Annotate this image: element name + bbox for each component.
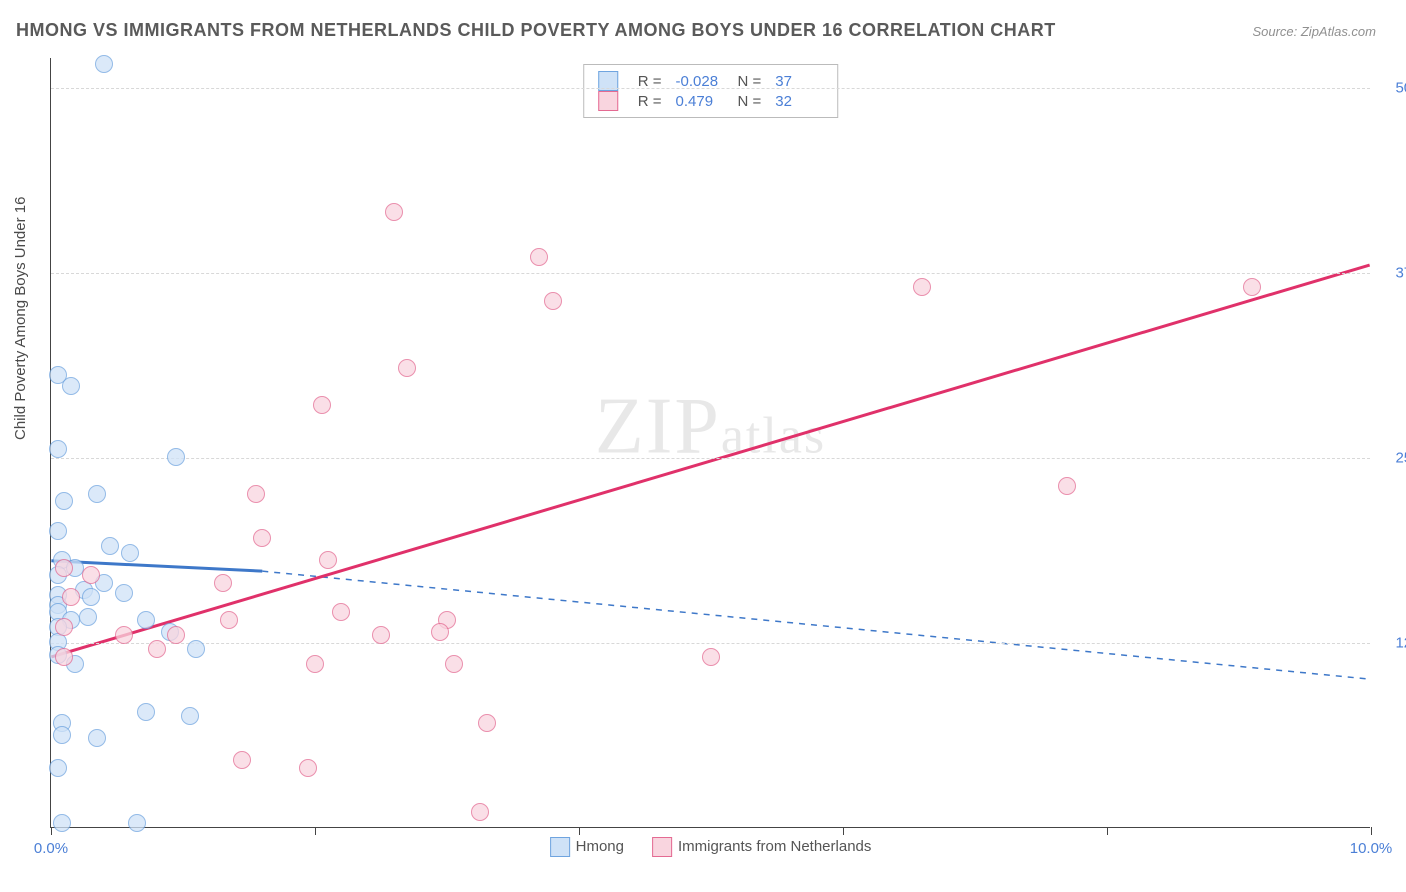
scatter-point (137, 611, 155, 629)
y-axis-label: Child Poverty Among Boys Under 16 (12, 197, 29, 440)
scatter-point (1058, 477, 1076, 495)
scatter-point (398, 359, 416, 377)
scatter-point (220, 611, 238, 629)
n-label: N = (738, 93, 762, 110)
legend-label-netherlands: Immigrants from Netherlands (678, 838, 871, 855)
watermark: ZIPatlas (595, 382, 826, 473)
scatter-point (372, 626, 390, 644)
scatter-point (478, 714, 496, 732)
ytick-label: 25.0% (1378, 449, 1406, 466)
plot-area: ZIPatlas R = -0.028 N = 37 R = 0.479 N =… (50, 58, 1370, 828)
scatter-point (53, 814, 71, 832)
scatter-point (313, 396, 331, 414)
scatter-point (49, 440, 67, 458)
ytick-label: 37.5% (1378, 264, 1406, 281)
scatter-point (702, 648, 720, 666)
scatter-point (471, 803, 489, 821)
xtick (843, 827, 844, 835)
scatter-point (544, 292, 562, 310)
trend-line (262, 571, 1369, 679)
xtick-label: 0.0% (34, 840, 68, 857)
scatter-point (247, 485, 265, 503)
scatter-point (137, 703, 155, 721)
scatter-point (79, 608, 97, 626)
scatter-point (53, 726, 71, 744)
scatter-point (101, 537, 119, 555)
source-credit: Source: ZipAtlas.com (1252, 24, 1376, 39)
scatter-point (55, 492, 73, 510)
legend-item-hmong: Hmong (550, 837, 624, 857)
legend-label-hmong: Hmong (576, 838, 624, 855)
scatter-point (385, 203, 403, 221)
scatter-point (167, 448, 185, 466)
scatter-point (299, 759, 317, 777)
scatter-point (115, 626, 133, 644)
scatter-point (115, 584, 133, 602)
gridline-h (51, 273, 1370, 274)
source-name: ZipAtlas.com (1301, 24, 1376, 39)
legend-item-netherlands: Immigrants from Netherlands (652, 837, 871, 857)
xtick (315, 827, 316, 835)
xtick (579, 827, 580, 835)
scatter-point (1243, 278, 1261, 296)
correlation-box: R = -0.028 N = 37 R = 0.479 N = 32 (583, 64, 839, 118)
scatter-point (82, 566, 100, 584)
scatter-point (233, 751, 251, 769)
gridline-h (51, 88, 1370, 89)
watermark-atlas: atlas (721, 408, 826, 465)
scatter-point (49, 522, 67, 540)
scatter-point (55, 648, 73, 666)
scatter-point (253, 529, 271, 547)
ytick-label: 12.5% (1378, 634, 1406, 651)
n-value-netherlands: 32 (775, 93, 823, 110)
trend-lines (51, 58, 1370, 827)
scatter-point (95, 55, 113, 73)
scatter-point (121, 544, 139, 562)
xtick (51, 827, 52, 835)
scatter-point (148, 640, 166, 658)
scatter-point (332, 603, 350, 621)
legend-swatch-netherlands (652, 837, 672, 857)
r-value-netherlands: 0.479 (676, 93, 724, 110)
ytick-label: 50.0% (1378, 79, 1406, 96)
gridline-h (51, 643, 1370, 644)
scatter-point (55, 618, 73, 636)
scatter-point (88, 485, 106, 503)
trend-line (51, 265, 1369, 657)
correlation-row-netherlands: R = 0.479 N = 32 (598, 91, 824, 111)
scatter-point (128, 814, 146, 832)
scatter-point (62, 377, 80, 395)
scatter-point (445, 655, 463, 673)
xtick (1371, 827, 1372, 835)
scatter-point (82, 588, 100, 606)
scatter-point (49, 759, 67, 777)
scatter-point (214, 574, 232, 592)
scatter-point (187, 640, 205, 658)
scatter-point (913, 278, 931, 296)
xtick (1107, 827, 1108, 835)
scatter-point (62, 588, 80, 606)
scatter-point (306, 655, 324, 673)
legend-swatch-hmong (550, 837, 570, 857)
gridline-h (51, 458, 1370, 459)
swatch-netherlands (598, 91, 618, 111)
source-prefix: Source: (1252, 24, 1300, 39)
xtick-label: 10.0% (1350, 840, 1393, 857)
scatter-point (181, 707, 199, 725)
chart-legend: Hmong Immigrants from Netherlands (550, 837, 872, 857)
scatter-point (431, 623, 449, 641)
scatter-point (88, 729, 106, 747)
chart-title: HMONG VS IMMIGRANTS FROM NETHERLANDS CHI… (16, 20, 1056, 41)
scatter-point (319, 551, 337, 569)
scatter-point (167, 626, 185, 644)
r-label: R = (638, 93, 662, 110)
scatter-point (530, 248, 548, 266)
scatter-point (55, 559, 73, 577)
